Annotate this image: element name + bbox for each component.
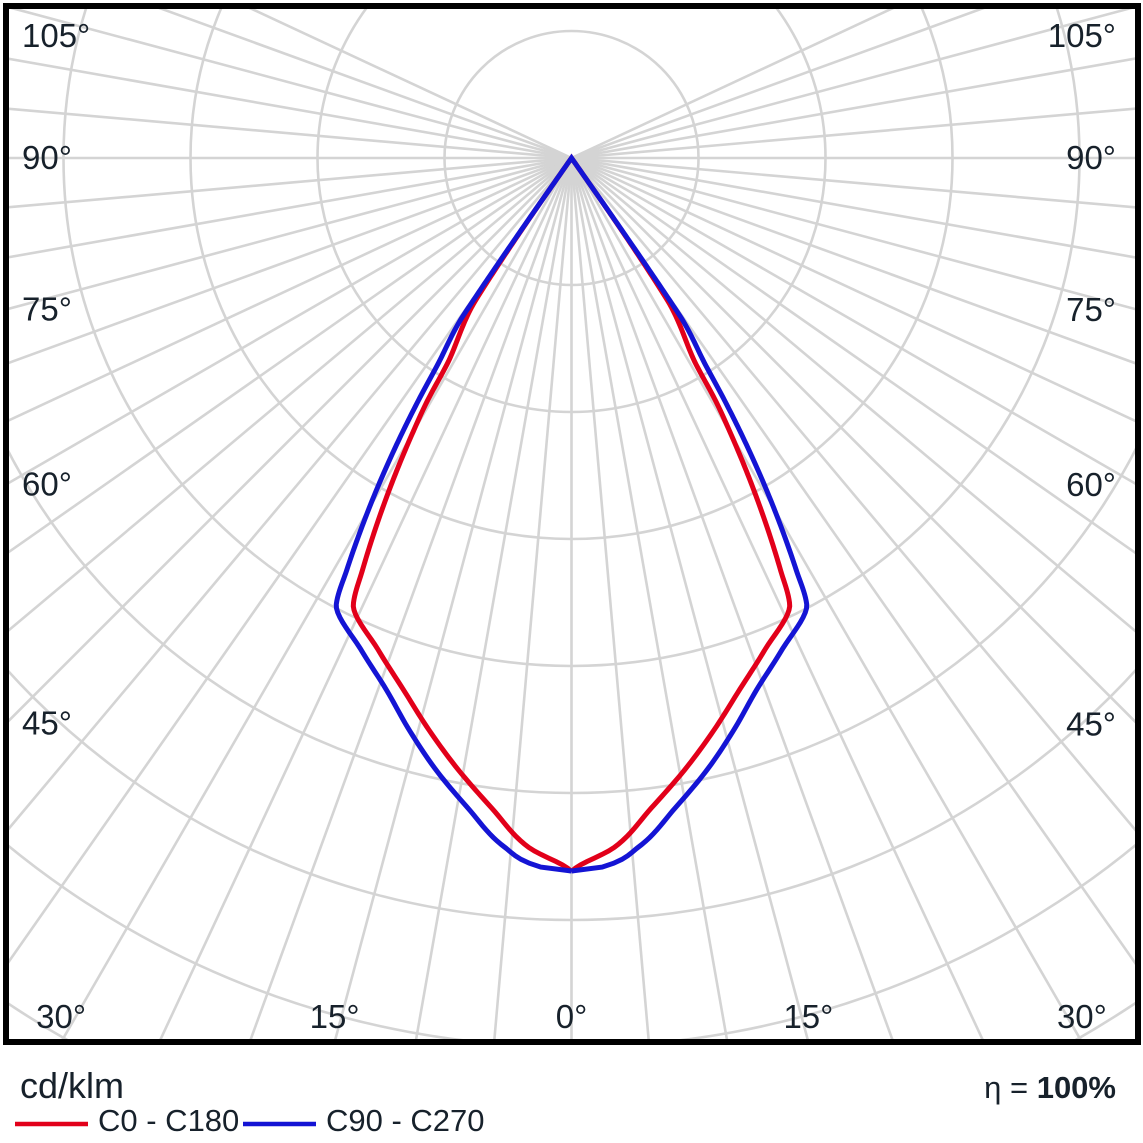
svg-text:15°: 15°: [783, 998, 833, 1035]
svg-text:105°: 105°: [22, 17, 90, 54]
svg-text:30°: 30°: [36, 998, 86, 1035]
svg-text:cd/klm: cd/klm: [20, 1065, 124, 1106]
svg-text:90°: 90°: [22, 139, 72, 176]
svg-text:15°: 15°: [310, 998, 360, 1035]
svg-text:60°: 60°: [22, 466, 72, 503]
svg-text:60°: 60°: [1066, 466, 1116, 503]
svg-text:C0 - C180: C0 - C180: [98, 1103, 239, 1138]
svg-text:75°: 75°: [22, 291, 72, 328]
svg-text:0°: 0°: [556, 998, 588, 1035]
svg-text:105°: 105°: [1048, 17, 1116, 54]
svg-text:30°: 30°: [1057, 998, 1107, 1035]
svg-text:45°: 45°: [1066, 706, 1116, 743]
svg-text:45°: 45°: [22, 705, 72, 742]
svg-text:90°: 90°: [1066, 139, 1116, 176]
svg-text:η = 100%: η = 100%: [984, 1070, 1116, 1105]
svg-text:75°: 75°: [1066, 291, 1116, 328]
svg-text:C90 - C270: C90 - C270: [326, 1103, 485, 1138]
